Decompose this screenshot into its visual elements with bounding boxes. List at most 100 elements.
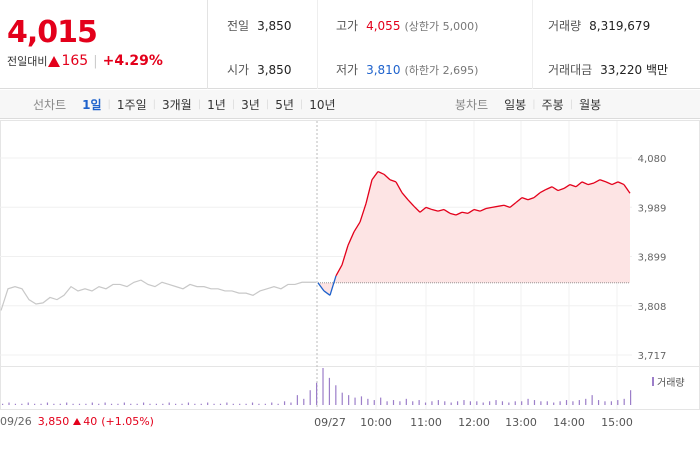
x-tick-label: 14:00: [553, 416, 585, 429]
volume-bar: [533, 400, 536, 405]
series-today-segment: [395, 181, 403, 194]
volume-bar: [335, 385, 337, 405]
period-1year[interactable]: 1년: [207, 98, 226, 112]
period-5year[interactable]: 5년: [275, 98, 294, 112]
volume-bar: [104, 402, 106, 405]
series-today-segment: [611, 181, 619, 186]
volume-bar: [553, 402, 555, 405]
y-tick-label: 4,080: [638, 154, 667, 165]
volume-bar: [309, 390, 311, 405]
prev-close-cell: 전일 3,850: [227, 17, 291, 34]
amount-label: 거래대금: [548, 63, 593, 77]
volume-bar: [610, 401, 612, 405]
volume-bar: [219, 403, 222, 405]
series-today-segment: [521, 197, 529, 201]
volume-bar: [21, 403, 23, 405]
volume-bar: [450, 402, 452, 405]
volume-bar: [565, 400, 568, 405]
volume-bar: [540, 401, 542, 405]
volume-bar: [78, 403, 81, 405]
period-daily-candle[interactable]: 일봉: [504, 98, 527, 112]
period-3year[interactable]: 3년: [241, 98, 260, 112]
x-tick-label: 09/27: [314, 416, 346, 429]
period-monthly-candle[interactable]: 월봉: [579, 98, 602, 112]
volume-bar: [469, 401, 471, 405]
volume-bar: [444, 401, 446, 405]
volume-bar: [367, 398, 369, 405]
series-today-segment: [539, 188, 547, 194]
candle-chart-title: 봉차트: [455, 98, 489, 112]
series-today-segment: [479, 207, 487, 212]
series-today-segment: [383, 173, 391, 181]
period-1day[interactable]: 1일: [82, 98, 102, 112]
period-weekly-candle[interactable]: 주봉: [541, 98, 564, 112]
high-cell: 고가 4,055 (상한가 5,000): [336, 17, 478, 34]
period-3month[interactable]: 3개월: [161, 98, 192, 112]
volume-bar: [155, 403, 157, 405]
volume-bar: [495, 400, 497, 405]
lower-limit: (하한가 2,695): [404, 64, 479, 77]
volume-bar: [373, 400, 375, 405]
sep: |: [265, 99, 270, 110]
volume-bar: [2, 403, 4, 405]
current-price: 4,015: [7, 15, 98, 50]
series-today-segment: [449, 212, 457, 216]
sep: |: [299, 99, 304, 110]
x-tick-label: 13:00: [505, 416, 537, 429]
volume-bar: [194, 403, 196, 405]
volume-value: 8,319,679: [589, 19, 651, 33]
volume-bar: [142, 402, 145, 405]
volume-bar: [258, 403, 260, 405]
series-today-segment: [377, 170, 385, 175]
volume-bar: [149, 403, 151, 405]
series-today-segment: [371, 171, 379, 181]
volume-legend-label: 거래량: [657, 378, 685, 389]
period-10year[interactable]: 10년: [309, 98, 336, 112]
volume-bar: [546, 401, 548, 405]
series-today-segment: [587, 182, 595, 186]
series-today-segment: [617, 181, 625, 186]
volume-bar: [386, 401, 388, 405]
volume-bar: [110, 403, 113, 405]
period-bar: 선차트 1일 | 1주일 | 3개월 | 1년 | 3년 | 5년 | 10년 …: [0, 90, 700, 119]
volume-bar: [405, 398, 407, 405]
volume-bar: [14, 403, 17, 405]
volume-bar: [200, 403, 202, 405]
low-value: 3,810: [366, 63, 401, 77]
volume-bar: [341, 392, 343, 405]
volume-bar: [604, 401, 606, 405]
volume-bar: [290, 402, 292, 405]
series-today-segment: [581, 181, 589, 186]
prev-close-value: 3,850: [257, 19, 292, 33]
open-label: 시가: [227, 63, 250, 77]
volume-bar: [207, 402, 209, 405]
period-1week[interactable]: 1주일: [116, 98, 147, 112]
volume-bar: [572, 401, 574, 405]
series-today-segment: [461, 211, 469, 214]
series-today-segment: [341, 245, 349, 266]
volume-bar: [213, 403, 215, 405]
volume-bar: [597, 400, 600, 405]
prev-change: 40: [83, 415, 98, 428]
series-today-segment: [515, 197, 523, 204]
sep: |: [532, 99, 536, 110]
change-value: 165: [61, 53, 89, 69]
prev-day-summary: 09/26 3,850 40 (+1.05%): [0, 415, 154, 428]
volume-legend: 거래량: [652, 374, 685, 389]
volume-bar: [348, 395, 350, 405]
open-cell: 시가 3,850: [227, 61, 291, 78]
volume-cell: 거래량 8,319,679: [548, 17, 650, 34]
sep: |: [569, 99, 574, 110]
series-today-segment: [473, 208, 481, 212]
volume-bar: [399, 401, 401, 405]
line-chart-periods: 선차트 1일 | 1주일 | 3개월 | 1년 | 3년 | 5년 | 10년: [33, 90, 342, 119]
volume-bar: [508, 402, 510, 405]
series-today-segment: [575, 181, 583, 188]
volume-bar: [559, 401, 561, 405]
open-value: 3,850: [257, 63, 292, 77]
volume-bar: [175, 403, 177, 405]
series-today-segment: [533, 192, 541, 199]
volume-bar: [431, 401, 433, 405]
price-details: 전일 3,850 시가 3,850 고가 4,055 (상한가 5,000) 저가 3,8…: [208, 0, 700, 89]
volume-bar: [316, 382, 318, 405]
